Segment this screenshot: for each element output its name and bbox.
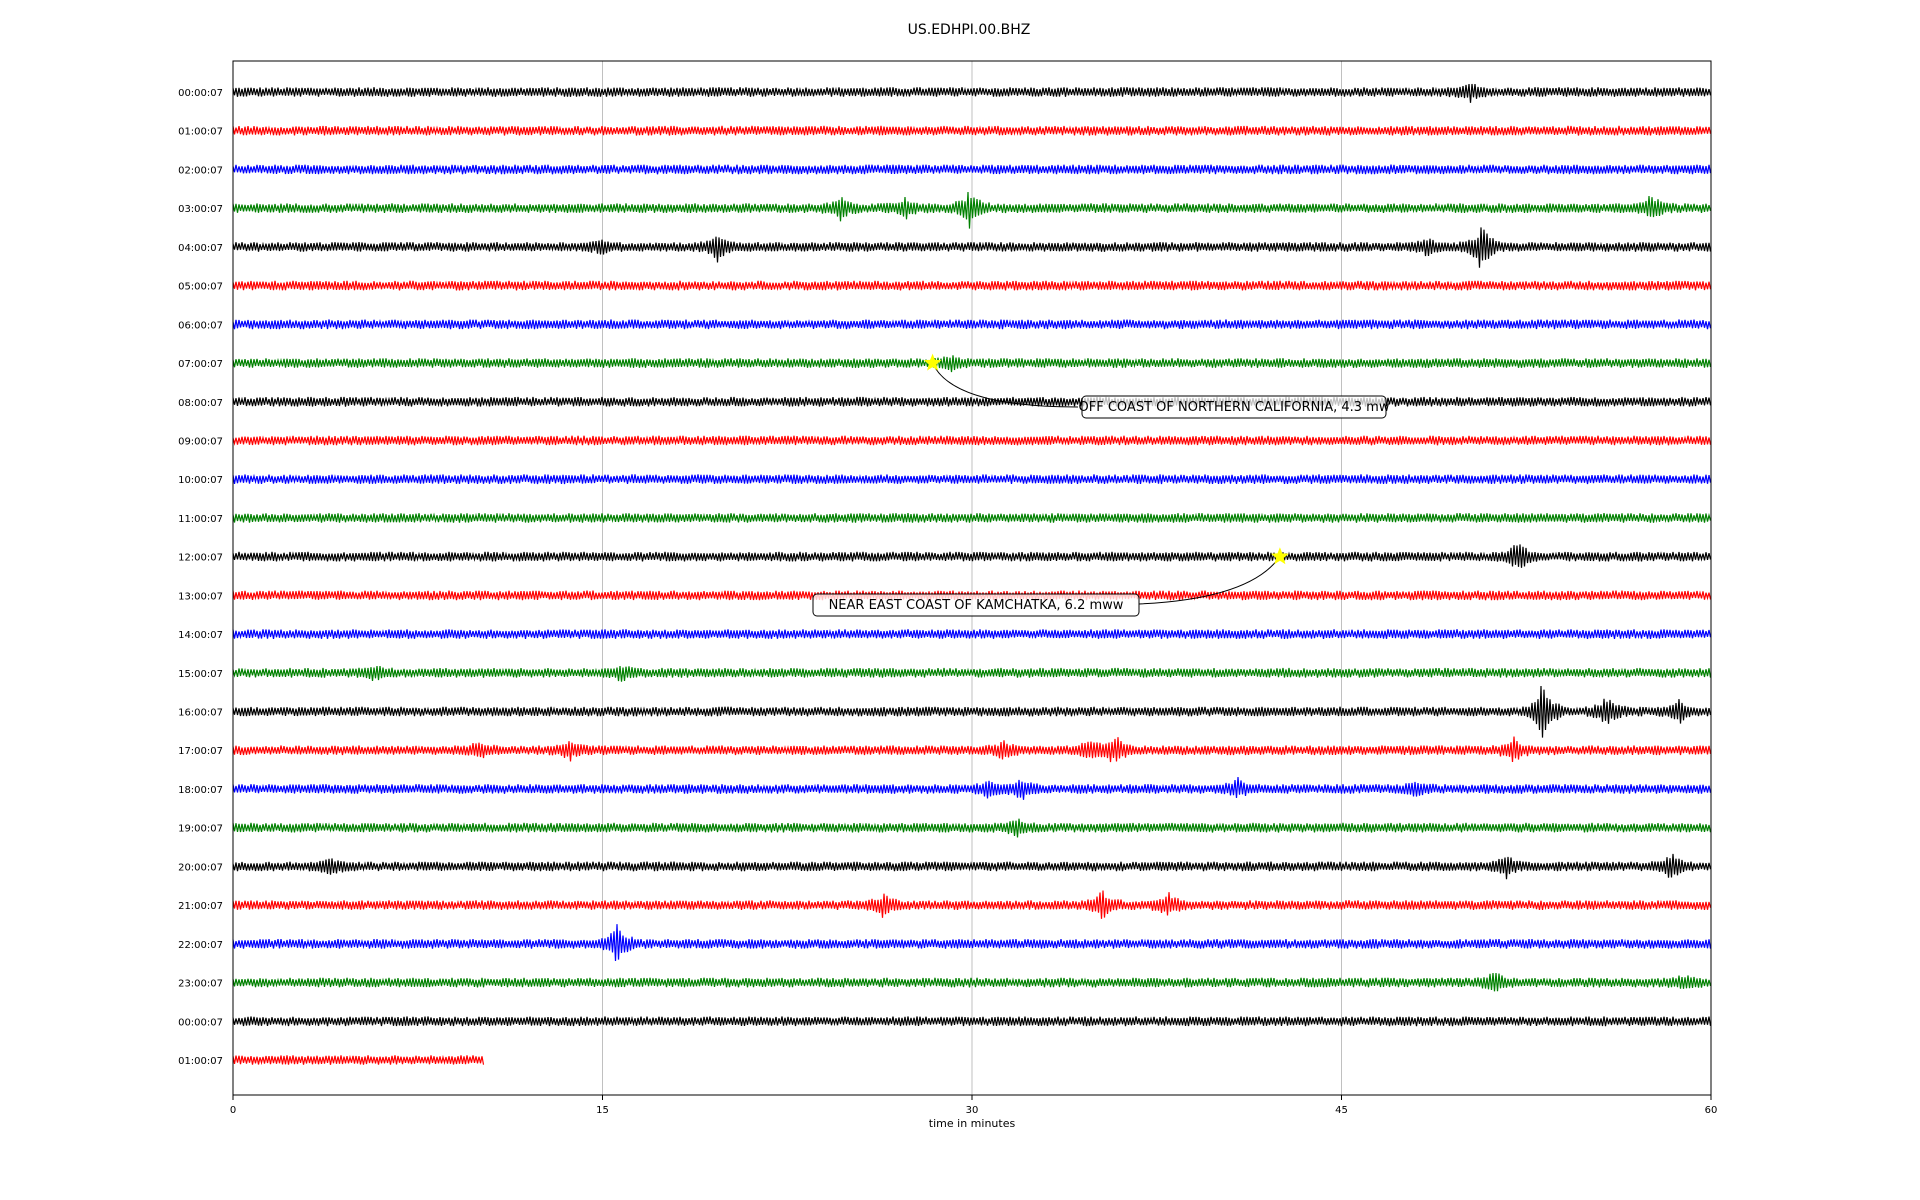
trace-row-7 bbox=[232, 355, 1712, 373]
row-label-18: 18:00:07 bbox=[178, 785, 223, 796]
trace-row-9 bbox=[232, 435, 1712, 446]
trace-row-24 bbox=[232, 1016, 1712, 1027]
row-label-3: 03:00:07 bbox=[178, 204, 223, 215]
trace-row-22 bbox=[232, 924, 1712, 962]
grid-lines bbox=[602, 61, 1342, 1095]
row-label-5: 05:00:07 bbox=[178, 282, 223, 293]
trace-row-15 bbox=[232, 665, 1712, 682]
event-star-icon-1 bbox=[1271, 547, 1289, 565]
trace-row-19 bbox=[232, 818, 1712, 838]
trace-row-5 bbox=[232, 280, 1712, 292]
x-tick-label-0: 0 bbox=[230, 1105, 236, 1116]
event-label-box-1 bbox=[812, 593, 1140, 617]
trace-row-3 bbox=[232, 191, 1712, 229]
x-axis-label: time in minutes bbox=[929, 1117, 1016, 1130]
row-label-19: 19:00:07 bbox=[178, 824, 223, 835]
event-star-icon-0 bbox=[923, 353, 942, 371]
x-tick-label-4: 60 bbox=[1705, 1105, 1718, 1116]
trace-row-14 bbox=[232, 628, 1712, 640]
trace-row-17 bbox=[232, 736, 1712, 763]
row-label-1: 01:00:07 bbox=[178, 127, 223, 138]
trace-row-11 bbox=[232, 512, 1712, 524]
row-label-8: 08:00:07 bbox=[178, 398, 223, 409]
trace-row-20 bbox=[232, 853, 1712, 880]
row-label-9: 09:00:07 bbox=[178, 436, 223, 447]
trace-row-21 bbox=[232, 890, 1712, 919]
row-label-15: 15:00:07 bbox=[178, 669, 223, 680]
row-label-14: 14:00:07 bbox=[178, 630, 223, 641]
row-label-23: 23:00:07 bbox=[178, 979, 223, 990]
trace-row-2 bbox=[232, 164, 1712, 175]
row-label-17: 17:00:07 bbox=[178, 746, 223, 757]
trace-row-23 bbox=[232, 973, 1712, 992]
trace-row-8 bbox=[232, 396, 1712, 408]
trace-row-18 bbox=[232, 776, 1712, 800]
chart-title: US.EDHPI.00.BHZ bbox=[908, 22, 1031, 38]
event-connector-1 bbox=[1138, 556, 1281, 605]
row-label-layer: 00:00:07 01:00:07 02:00:07 03:00:07 04:00:07… bbox=[178, 88, 223, 1067]
event-connector-0 bbox=[932, 362, 1079, 408]
trace-row-25 bbox=[232, 1054, 485, 1066]
x-tick-label-1: 15 bbox=[596, 1105, 609, 1116]
trace-row-1 bbox=[232, 125, 1712, 137]
row-label-22: 22:00:07 bbox=[178, 940, 223, 951]
row-label-24: 00:00:07 bbox=[178, 1017, 223, 1028]
annotation-layer: OFF COAST OF NORTHERN CALIFORNIA, 4.3 mw… bbox=[812, 353, 1390, 617]
x-tick-label-3: 45 bbox=[1335, 1105, 1348, 1116]
trace-row-0 bbox=[232, 83, 1712, 103]
row-label-13: 13:00:07 bbox=[178, 591, 223, 602]
row-label-25: 01:00:07 bbox=[178, 1056, 223, 1067]
trace-row-16 bbox=[232, 685, 1712, 738]
row-label-0: 00:00:07 bbox=[178, 88, 223, 99]
trace-row-6 bbox=[232, 318, 1712, 330]
trace-row-4 bbox=[232, 227, 1712, 268]
row-label-21: 21:00:07 bbox=[178, 901, 223, 912]
event-label-1: NEAR EAST COAST OF KAMCHATKA, 6.2 mww bbox=[829, 598, 1124, 613]
row-label-20: 20:00:07 bbox=[178, 862, 223, 873]
x-axis: 0 15 30 45 60 bbox=[230, 1095, 1718, 1116]
event-label-box-0 bbox=[1081, 395, 1387, 419]
trace-layer bbox=[232, 83, 1712, 1066]
event-label-0: OFF COAST OF NORTHERN CALIFORNIA, 4.3 mw bbox=[1079, 400, 1390, 415]
row-label-12: 12:00:07 bbox=[178, 553, 223, 564]
row-label-11: 11:00:07 bbox=[178, 514, 223, 525]
row-label-6: 06:00:07 bbox=[178, 320, 223, 331]
trace-row-10 bbox=[232, 473, 1712, 485]
row-label-2: 02:00:07 bbox=[178, 165, 223, 176]
row-label-4: 04:00:07 bbox=[178, 243, 223, 254]
trace-row-12 bbox=[232, 544, 1712, 568]
row-label-7: 07:00:07 bbox=[178, 359, 223, 370]
x-tick-label-2: 30 bbox=[966, 1105, 979, 1116]
row-label-16: 16:00:07 bbox=[178, 708, 223, 719]
row-label-10: 10:00:07 bbox=[178, 475, 223, 486]
